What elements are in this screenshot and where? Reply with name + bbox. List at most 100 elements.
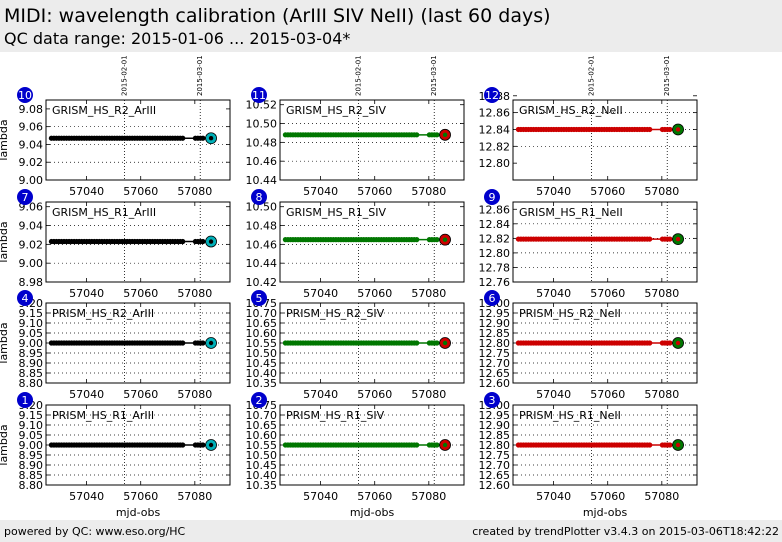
data-point xyxy=(434,237,440,243)
data-point xyxy=(434,132,440,138)
panel-label: GRISM_HS_R1_ArIII xyxy=(52,206,156,219)
y-tick-label: 9.08 xyxy=(19,103,44,116)
data-point xyxy=(647,340,653,346)
y-tick-label: 9.00 xyxy=(19,174,44,187)
qc-data-range: QC data range: 2015-01-06 ... 2015-03-04… xyxy=(4,29,351,48)
panel-1: 8.808.858.908.959.009.059.109.159.205704… xyxy=(0,392,231,519)
y-tick-label: 12.80 xyxy=(479,157,511,170)
data-point xyxy=(200,340,206,346)
panel-number: 12 xyxy=(485,89,499,102)
data-point xyxy=(667,236,673,242)
x-tick-label: 57060 xyxy=(123,287,158,300)
data-point xyxy=(667,442,673,448)
y-tick-label: 8.85 xyxy=(19,469,44,482)
trend-plots-grid: 2015-02-01 2015-03-01 9.00 9.02 9.04 9.06 9.08… xyxy=(0,55,698,519)
y-tick-label: 12.86 xyxy=(479,107,511,120)
panel-10: 2015-02-01 2015-03-01 9.00 9.02 9.04 9.06 9.08… xyxy=(0,55,231,198)
y-tick-label: 10.42 xyxy=(246,276,278,289)
data-point xyxy=(414,340,420,346)
latest-data-point-core xyxy=(675,236,681,242)
y-tick-label: 12.78 xyxy=(479,261,511,274)
x-tick-label: 57080 xyxy=(411,490,446,503)
y-tick-label: 12.82 xyxy=(479,232,511,245)
x-tick-label: 57040 xyxy=(69,185,104,198)
latest-data-point-core xyxy=(442,340,448,346)
panel-label: GRISM_HS_R1_NeII xyxy=(519,206,623,219)
y-tick-label: 12.85 xyxy=(479,327,511,340)
panel-number: 6 xyxy=(489,292,496,305)
x-tick-label: 57060 xyxy=(123,185,158,198)
x-tick-label: 57040 xyxy=(303,490,338,503)
data-point xyxy=(667,126,673,133)
y-tick-label: 10.60 xyxy=(246,429,278,442)
data-point xyxy=(434,442,440,448)
panel-number-badge xyxy=(17,87,33,103)
y-tick-label: 12.65 xyxy=(479,469,511,482)
x-tick-label: 57040 xyxy=(536,388,571,401)
y-tick-label: 12.95 xyxy=(479,409,511,422)
y-tick-label: 8.95 xyxy=(19,347,44,360)
y-tick-label: 8.98 xyxy=(19,276,44,289)
plot-frame xyxy=(512,99,698,181)
panel-number: 8 xyxy=(256,191,263,204)
panel-label: PRISM_HS_R1_NeII xyxy=(519,409,621,422)
x-tick-label: 57080 xyxy=(411,185,446,198)
y-tick-label: 9.05 xyxy=(19,429,44,442)
x-tick-label: 57060 xyxy=(357,490,392,503)
panel-label: PRISM_HS_R2_NeII xyxy=(519,307,621,320)
panel-8: 10.42 10.44 10.46 10.48 10.50 57040 57060 57080… xyxy=(246,189,465,300)
y-tick-label: 9.05 xyxy=(19,327,44,340)
y-tick-label: 12.85 xyxy=(479,429,511,442)
y-tick-label: 8.90 xyxy=(19,357,44,370)
y-tick-label: 10.44 xyxy=(246,257,278,270)
panel-number-badge xyxy=(484,290,500,306)
x-tick-label: 57060 xyxy=(357,287,392,300)
x-tick-label: 57040 xyxy=(69,490,104,503)
data-point xyxy=(647,236,653,242)
page-title: MIDI: wavelength calibration (ArIII SIV … xyxy=(4,5,551,27)
latest-data-point-core xyxy=(208,340,214,346)
y-tick-label: 10.40 xyxy=(246,469,278,482)
y-tick-label: 12.80 xyxy=(479,337,511,350)
date-marker-label: 2015-03-01 xyxy=(196,55,204,96)
y-tick-label: 9.00 xyxy=(19,257,44,270)
x-tick-label: 57080 xyxy=(644,287,679,300)
date-marker-label: 2015-02-01 xyxy=(120,55,128,96)
panel-number: 3 xyxy=(489,394,496,407)
panel-number: 1 xyxy=(22,394,29,407)
panel-label: PRISM_HS_R2_SIV xyxy=(286,307,385,320)
panel-11: 2015-02-01 2015-03-01 10.44 10.46 10.48 10.50… xyxy=(246,55,465,198)
y-tick-label: 10.40 xyxy=(246,367,278,380)
y-tick-label: 10.65 xyxy=(246,419,278,432)
y-tick-label: 12.70 xyxy=(479,357,511,370)
date-marker-label: 2015-02-01 xyxy=(587,55,595,96)
panel-number: 2 xyxy=(256,394,263,407)
panel-number-badge xyxy=(484,392,500,408)
x-tick-label: 57060 xyxy=(590,185,625,198)
plot-frame xyxy=(279,99,465,181)
panel-12: 2015-02-01 2015-03-01 12.80 12.82 12.84 12.86… xyxy=(479,55,698,198)
panel-label: PRISM_HS_R1_SIV xyxy=(286,409,385,422)
data-point xyxy=(180,135,186,141)
panel-number-badge xyxy=(251,392,267,408)
y-tick-label: 9.00 xyxy=(19,439,44,452)
panel-label: PRISM_HS_R1_ArIII xyxy=(52,409,154,422)
y-tick-label: 9.04 xyxy=(19,138,44,151)
x-tick-label: 57060 xyxy=(123,388,158,401)
x-axis-label: mjd-obs xyxy=(116,506,161,519)
x-tick-label: 57080 xyxy=(177,185,212,198)
data-point xyxy=(414,132,420,138)
y-tick-label: 12.80 xyxy=(479,247,511,260)
latest-data-point-core xyxy=(208,136,214,141)
y-tick-label: 12.75 xyxy=(479,449,511,462)
y-tick-label: 12.84 xyxy=(479,123,511,136)
y-tick-label: 10.50 xyxy=(246,118,278,131)
y-tick-label: 9.10 xyxy=(19,419,44,432)
x-tick-label: 57040 xyxy=(536,287,571,300)
x-tick-label: 57080 xyxy=(177,388,212,401)
x-tick-label: 57080 xyxy=(177,287,212,300)
x-tick-label: 57080 xyxy=(644,490,679,503)
y-tick-label: 12.60 xyxy=(479,479,511,492)
